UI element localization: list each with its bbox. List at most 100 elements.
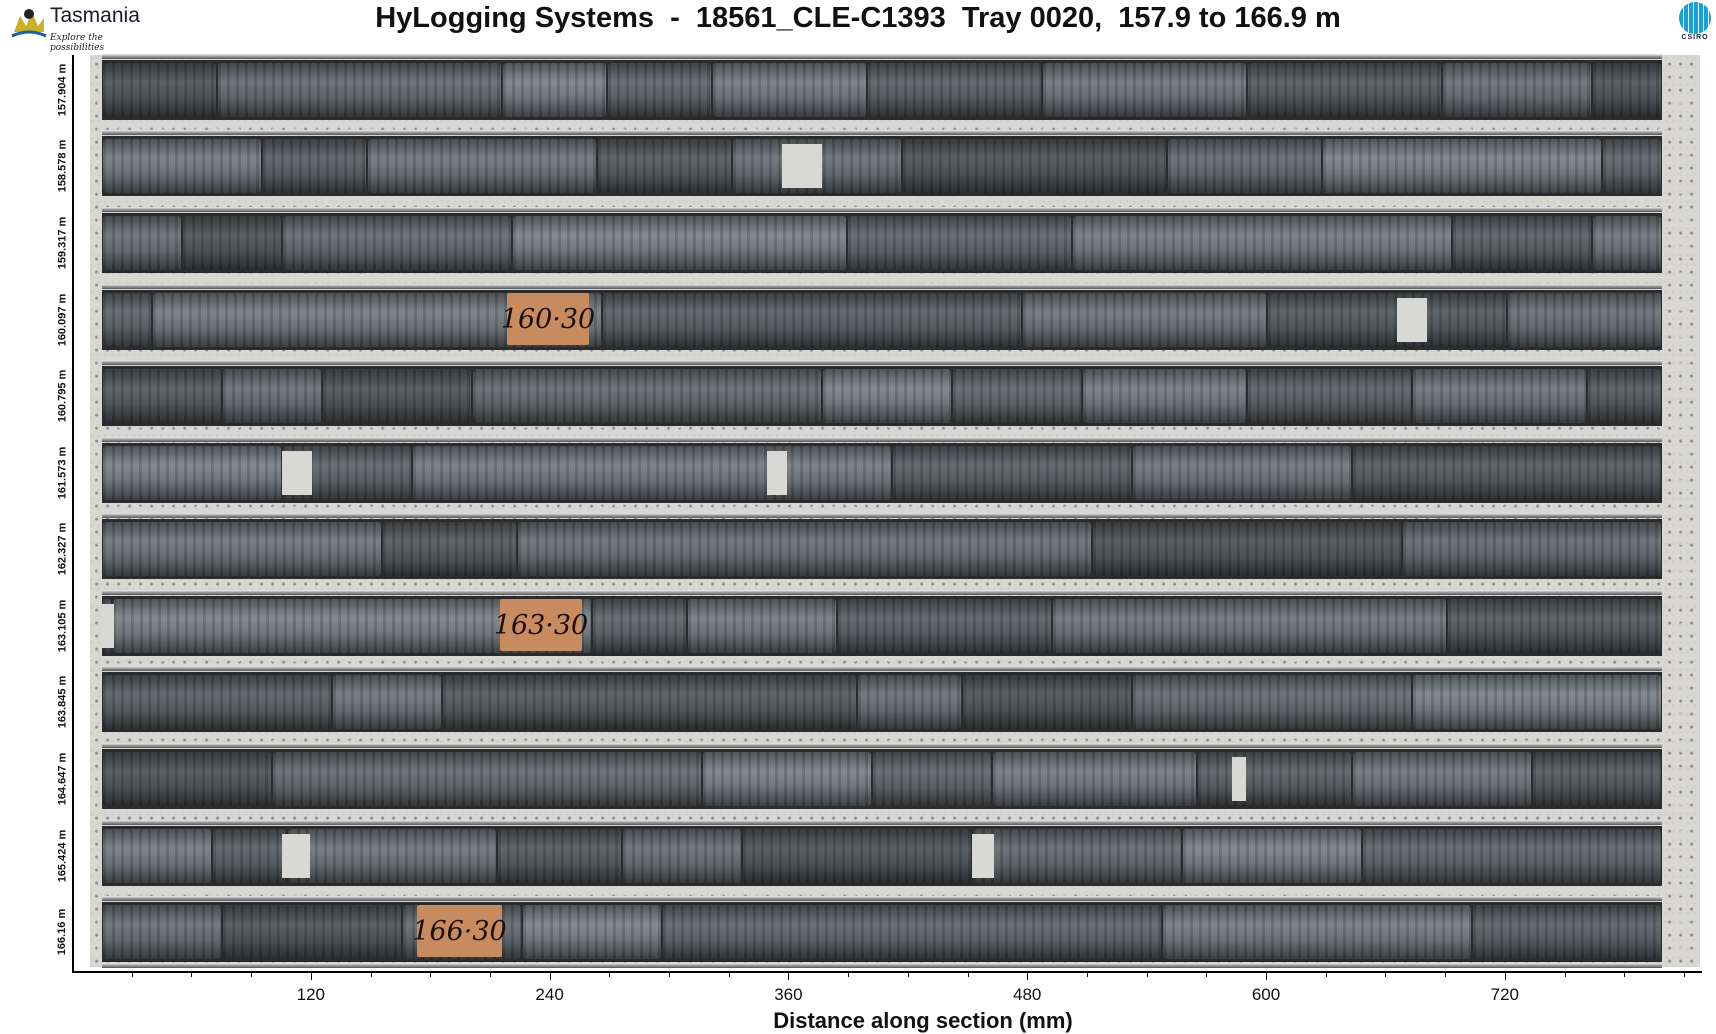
- core-piece: [703, 752, 871, 806]
- core-piece: [383, 522, 516, 576]
- logo-name: Tasmania: [50, 4, 140, 27]
- depth-label-text: 158.578 m: [56, 139, 69, 193]
- core-piece: [1508, 293, 1661, 347]
- core-row: [102, 60, 1662, 120]
- core-piece: [1198, 752, 1351, 806]
- depth-label-text: 163.845 m: [56, 675, 69, 729]
- core-piece: [603, 293, 1021, 347]
- x-tick-label: 720: [1490, 985, 1519, 1004]
- core-piece: [743, 829, 971, 883]
- core-piece: [263, 139, 366, 193]
- core-piece: [713, 63, 866, 117]
- major-tick: [549, 971, 551, 980]
- core-piece: [1023, 293, 1266, 347]
- core-piece: [1603, 139, 1661, 193]
- tray-divider: [102, 54, 1662, 59]
- core-piece: [663, 905, 1161, 959]
- csiro-disc-icon: [1679, 2, 1711, 34]
- core-piece: [443, 675, 856, 729]
- x-axis-label: Distance along section (mm): [773, 1008, 1073, 1033]
- core-row: [102, 749, 1662, 809]
- x-tick-label: 600: [1251, 985, 1281, 1004]
- minor-tick: [907, 971, 909, 977]
- core-piece: [1353, 446, 1661, 500]
- tray-divider: [102, 590, 1662, 595]
- core-piece: [1413, 675, 1661, 729]
- core-piece: [1053, 599, 1446, 653]
- core-piece: [1453, 216, 1591, 270]
- core-piece: [223, 369, 321, 423]
- core-gap: [1397, 298, 1427, 342]
- x-tick-label: 240: [535, 985, 564, 1004]
- minor-tick: [131, 971, 133, 977]
- core-row: [102, 443, 1662, 503]
- minor-tick: [489, 971, 491, 977]
- core-piece: [963, 675, 1131, 729]
- tray-divider: [102, 666, 1662, 671]
- core-piece: [608, 63, 711, 117]
- core-piece: [1133, 446, 1351, 500]
- depth-label: 163.105 m: [50, 591, 74, 661]
- core-piece: [1533, 752, 1661, 806]
- core-piece: [1443, 63, 1591, 117]
- core-piece: [1168, 139, 1321, 193]
- depth-marker-block: 166·30: [412, 905, 507, 957]
- major-tick: [788, 971, 790, 980]
- minor-tick: [1445, 971, 1447, 977]
- x-tick-label: 480: [1013, 985, 1042, 1004]
- core-piece: [873, 752, 991, 806]
- core-row: [102, 672, 1662, 732]
- core-row: 160·30: [102, 290, 1662, 350]
- core-piece: [513, 216, 846, 270]
- core-piece: [858, 675, 961, 729]
- minor-tick: [609, 971, 611, 977]
- core-piece: [593, 599, 686, 653]
- tray-divider: [102, 437, 1662, 442]
- minor-tick: [1683, 971, 1685, 977]
- core-piece: [1043, 63, 1246, 117]
- tasmania-logo: Tasmania Explore the possibilities: [10, 0, 145, 53]
- tray-divider: [102, 207, 1662, 212]
- plot-frame: [72, 55, 1702, 973]
- core-tray-image: [90, 55, 1700, 967]
- core-piece: [183, 216, 281, 270]
- depth-label: 160.795 m: [50, 361, 74, 431]
- core-piece: [283, 216, 511, 270]
- major-tick: [1266, 971, 1267, 980]
- core-piece: [973, 829, 1181, 883]
- depth-label-text: 160.795 m: [56, 369, 69, 423]
- core-piece: [848, 216, 1071, 270]
- csiro-text: CSIRO: [1681, 34, 1709, 41]
- depth-label: 161.573 m: [50, 438, 74, 508]
- core-gap: [282, 451, 312, 495]
- core-piece: [1248, 63, 1441, 117]
- core-piece: [498, 829, 621, 883]
- core-piece: [103, 63, 216, 117]
- core-piece: [103, 369, 221, 423]
- depth-label-text: 164.647 m: [56, 752, 69, 806]
- core-piece: [1083, 369, 1246, 423]
- core-piece: [1353, 752, 1531, 806]
- depth-label-text: 166.16 m: [56, 908, 69, 956]
- core-piece: [273, 752, 701, 806]
- tray-divider: [102, 360, 1662, 365]
- depth-label: 163.845 m: [50, 667, 74, 737]
- core-piece: [1163, 905, 1471, 959]
- core-piece: [823, 369, 951, 423]
- minor-tick: [728, 971, 730, 977]
- depth-label: 165.424 m: [50, 821, 74, 891]
- core-piece: [1363, 829, 1661, 883]
- depth-label: 164.647 m: [50, 744, 74, 814]
- core-gap: [1232, 757, 1246, 801]
- core-piece: [518, 522, 1091, 576]
- core-piece: [1473, 905, 1661, 959]
- core-piece: [1133, 675, 1411, 729]
- core-row: [102, 519, 1662, 579]
- page-title: HyLogging Systems - 18561_CLE-C1393 Tray…: [375, 2, 1341, 34]
- tray-divider: [102, 284, 1662, 289]
- minor-tick: [848, 971, 850, 977]
- core-gap: [282, 834, 310, 878]
- core-row: [102, 366, 1662, 426]
- major-tick: [1504, 971, 1506, 980]
- minor-tick: [1146, 971, 1148, 977]
